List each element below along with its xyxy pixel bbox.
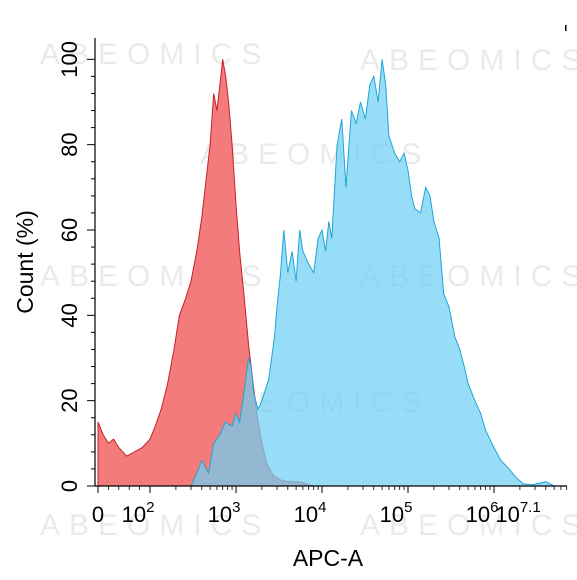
y-tick-label: 60 — [57, 218, 82, 242]
y-tick-label: 80 — [57, 132, 82, 156]
y-tick-label: 20 — [57, 388, 82, 412]
histogram-fills — [97, 59, 555, 487]
watermark-text: ABEOMICS — [360, 509, 577, 542]
watermark-text: ABEOMICS — [360, 44, 577, 77]
series-area-2 — [190, 59, 555, 487]
watermark-text: ABEOMICS — [40, 38, 270, 71]
top-right-corner-mark — [565, 25, 567, 31]
x-tick-label: 104 — [294, 499, 327, 527]
x-tick-label: 0 — [92, 502, 104, 527]
y-axis-label: Count (%) — [12, 210, 38, 314]
x-tick-label: 107.1 — [495, 499, 540, 527]
watermark-text: ABEOMICS — [40, 509, 270, 542]
x-tick-label: 103 — [208, 499, 241, 527]
y-tick-label: 0 — [57, 480, 82, 492]
y-tick-label: 100 — [57, 41, 82, 78]
y-tick-label: 40 — [57, 303, 82, 327]
x-tick-label: 105 — [380, 499, 413, 527]
x-axis-label: APC-A — [293, 545, 364, 571]
x-tick-label: 106 — [466, 499, 499, 527]
x-tick-label: 102 — [122, 499, 155, 527]
